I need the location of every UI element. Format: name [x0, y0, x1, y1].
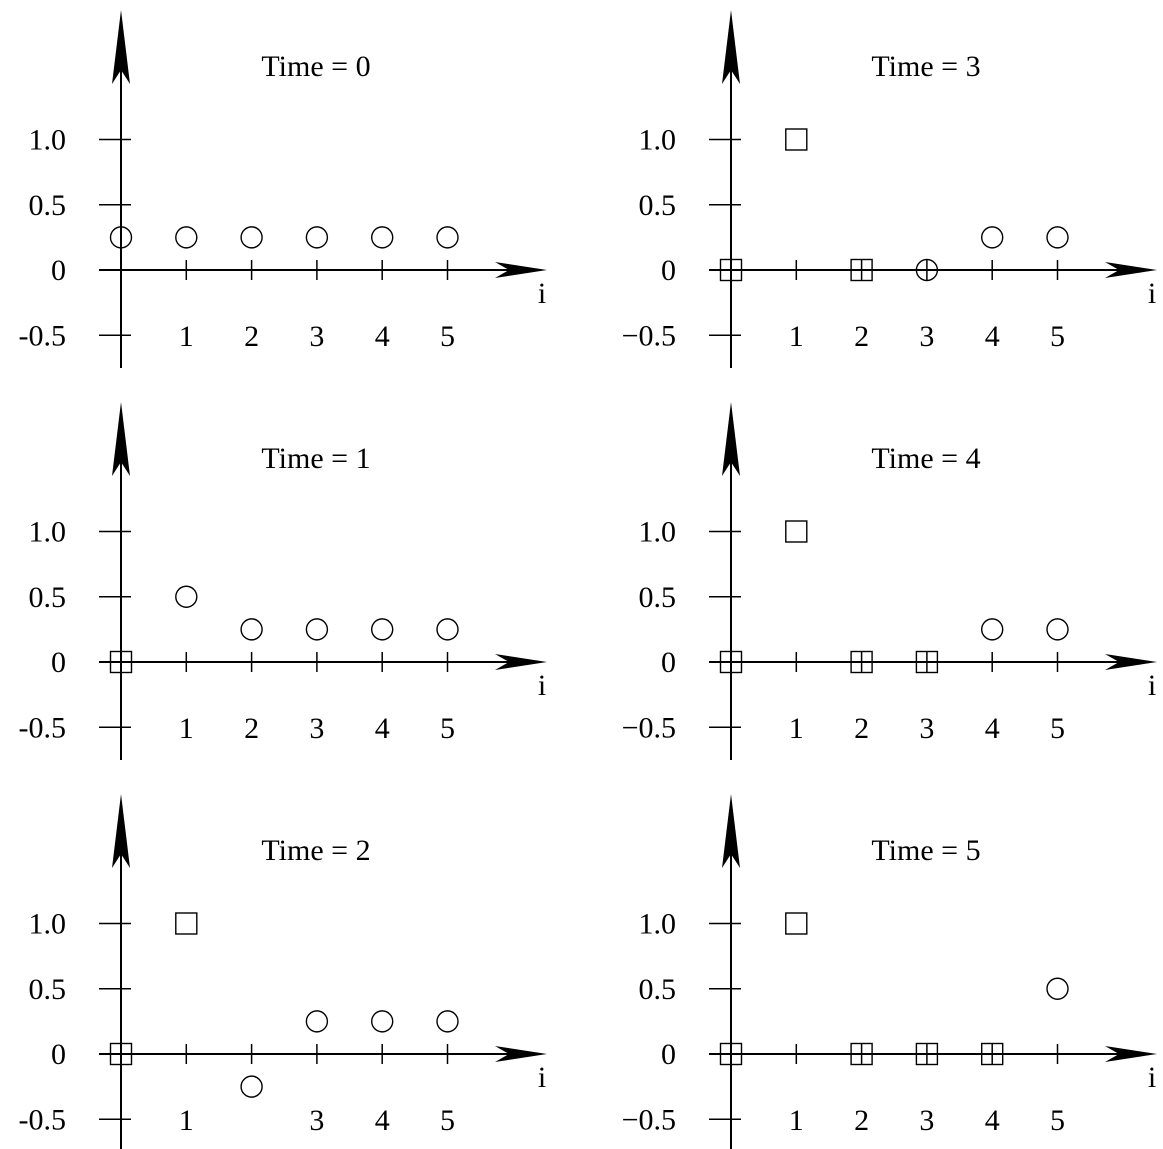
- panel-title: Time = 3: [871, 50, 980, 83]
- y-tick-label: 0.5: [29, 189, 67, 222]
- panel-title: Time = 0: [261, 50, 370, 83]
- data-point-square: [786, 129, 807, 150]
- x-tick-label: 1: [179, 320, 194, 353]
- x-tick-label: 2: [854, 320, 869, 353]
- y-tick-label: −0.5: [622, 1103, 676, 1136]
- x-tick-label: 1: [179, 1104, 194, 1137]
- y-tick-label: 0.5: [639, 581, 677, 614]
- data-point-circle: [372, 619, 393, 640]
- y-tick-label: 1.0: [639, 516, 677, 549]
- x-tick-label: 1: [179, 712, 194, 745]
- x-axis-label: i: [1148, 669, 1156, 702]
- x-tick-label: 5: [1050, 1104, 1065, 1137]
- data-point-square: [786, 521, 807, 542]
- data-point-circle: [176, 227, 197, 248]
- panel-0: i 1.0 0.5 0 -0.5 1 2 3 4 5 Time = 0: [19, 10, 548, 368]
- data-point-square: [786, 913, 807, 934]
- x-tick-label: 3: [309, 1104, 324, 1137]
- x-tick-label: 3: [309, 320, 324, 353]
- data-point-circle: [982, 619, 1003, 640]
- y-tick-label: 0: [51, 1038, 66, 1071]
- data-point-circle: [437, 227, 458, 248]
- panel-4: i 1.0 0.5 0 −0.5 1 2 3 4 5 Time = 4: [622, 402, 1157, 760]
- y-tick-label: 1.0: [29, 516, 67, 549]
- y-tick-label: −0.5: [622, 711, 676, 744]
- x-tick-label: 1: [789, 712, 804, 745]
- data-point-circle: [241, 619, 262, 640]
- data-point-circle: [372, 1011, 393, 1032]
- x-tick-label: 4: [985, 712, 1000, 745]
- x-tick-label: 2: [854, 712, 869, 745]
- x-tick-label: 4: [985, 320, 1000, 353]
- y-tick-label: -0.5: [19, 319, 67, 352]
- x-tick-label: 4: [375, 1104, 390, 1137]
- panel-title: Time = 1: [261, 442, 370, 475]
- y-tick-label: 0.5: [29, 973, 67, 1006]
- data-point-circle: [176, 586, 197, 607]
- x-tick-label: 2: [244, 712, 259, 745]
- data-point-circle: [241, 1076, 262, 1097]
- y-tick-label: 1.0: [639, 124, 677, 157]
- data-point-square: [176, 913, 197, 934]
- x-tick-label: 5: [440, 320, 455, 353]
- panel-1: i 1.0 0.5 0 -0.5 1 2 3 4 5 Time = 1: [19, 402, 548, 760]
- data-point-circle: [982, 227, 1003, 248]
- x-tick-label: 1: [789, 320, 804, 353]
- x-tick-label: 4: [375, 320, 390, 353]
- y-tick-label: 0: [51, 646, 66, 679]
- data-point-circle: [372, 227, 393, 248]
- x-tick-label: 1: [789, 1104, 804, 1137]
- panel-5: i 1.0 0.5 0 −0.5 1 2 3 4 5 Time = 5: [622, 794, 1157, 1149]
- x-axis-label: i: [538, 669, 546, 702]
- y-tick-label: -0.5: [19, 1103, 67, 1136]
- data-point-circle: [306, 1011, 327, 1032]
- x-tick-label: 4: [375, 712, 390, 745]
- x-axis-label: i: [538, 277, 546, 310]
- panel-title: Time = 2: [261, 834, 370, 867]
- y-tick-label: 0: [661, 646, 676, 679]
- data-point-circle: [306, 227, 327, 248]
- x-tick-label: 5: [440, 1104, 455, 1137]
- x-tick-label: 4: [985, 1104, 1000, 1137]
- y-tick-label: 0.5: [639, 973, 677, 1006]
- y-tick-label: 1.0: [29, 908, 67, 941]
- y-tick-label: -0.5: [19, 711, 67, 744]
- data-point-circle: [1047, 619, 1068, 640]
- x-tick-label: 2: [244, 320, 259, 353]
- x-tick-label: 5: [1050, 320, 1065, 353]
- y-tick-label: −0.5: [622, 319, 676, 352]
- x-axis-label: i: [1148, 1061, 1156, 1094]
- x-tick-label: 3: [919, 1104, 934, 1137]
- x-axis-label: i: [538, 1061, 546, 1094]
- y-tick-label: 1.0: [639, 908, 677, 941]
- x-axis-label: i: [1148, 277, 1156, 310]
- data-point-circle: [437, 619, 458, 640]
- panel-title: Time = 5: [871, 834, 980, 867]
- panel-title: Time = 4: [871, 442, 980, 475]
- y-tick-label: 1.0: [29, 124, 67, 157]
- data-point-circle: [1047, 978, 1068, 999]
- panel-2: i 1.0 0.5 0 -0.5 1 3 4 5 Time = 2: [19, 794, 548, 1149]
- y-tick-label: 0.5: [29, 581, 67, 614]
- x-tick-label: 3: [919, 712, 934, 745]
- x-tick-label: 3: [309, 712, 324, 745]
- x-tick-label: 3: [919, 320, 934, 353]
- y-tick-label: 0: [661, 254, 676, 287]
- y-tick-label: 0.5: [639, 189, 677, 222]
- data-point-circle: [1047, 227, 1068, 248]
- x-tick-label: 5: [440, 712, 455, 745]
- x-tick-label: 2: [854, 1104, 869, 1137]
- y-tick-label: 0: [661, 1038, 676, 1071]
- panel-3: i 1.0 0.5 0 −0.5 1 2 3 4 5 Time = 3: [622, 10, 1157, 368]
- data-point-circle: [241, 227, 262, 248]
- data-point-circle: [306, 619, 327, 640]
- y-tick-label: 0: [51, 254, 66, 287]
- data-point-circle: [437, 1011, 458, 1032]
- x-tick-label: 5: [1050, 712, 1065, 745]
